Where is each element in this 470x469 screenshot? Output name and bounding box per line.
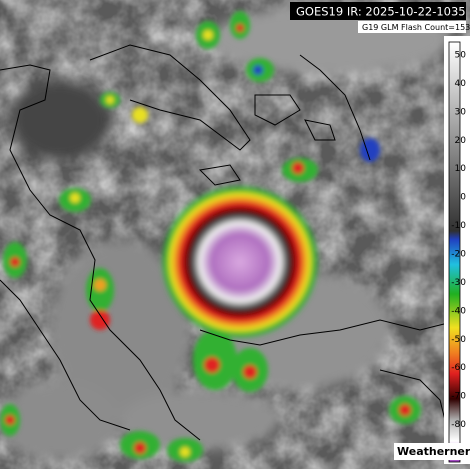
colorbar-label: 10 [455,164,467,174]
watermark: Weathernerds.org [397,445,470,458]
convection [0,11,421,462]
colorbar-label: 50 [455,51,467,61]
colorbar-label: -10 [451,221,466,231]
colorbar-label: 20 [455,136,467,146]
colorbar-label: 0 [460,193,466,203]
coastlines [0,44,470,461]
colorbar-label: -40 [451,306,466,316]
colorbar-label: -80 [451,420,466,430]
colorbar-label: 30 [455,107,467,117]
colorbar-label: -60 [451,363,466,373]
colorbar-label: -30 [451,278,466,288]
colorbar-label: -70 [451,392,466,402]
watermark-box [394,443,466,460]
subtitle-box [358,21,466,33]
title: GOES19 IR: 2025-10-22-1035 UTC [296,5,470,19]
title-box [290,2,466,20]
colorbar [448,41,461,463]
colorbar-label: -50 [451,335,466,345]
colorbar-label: 40 [455,79,467,89]
subtitle: G19 GLM Flash Count=1536 [362,23,470,32]
colorbar-label: -20 [451,250,466,260]
